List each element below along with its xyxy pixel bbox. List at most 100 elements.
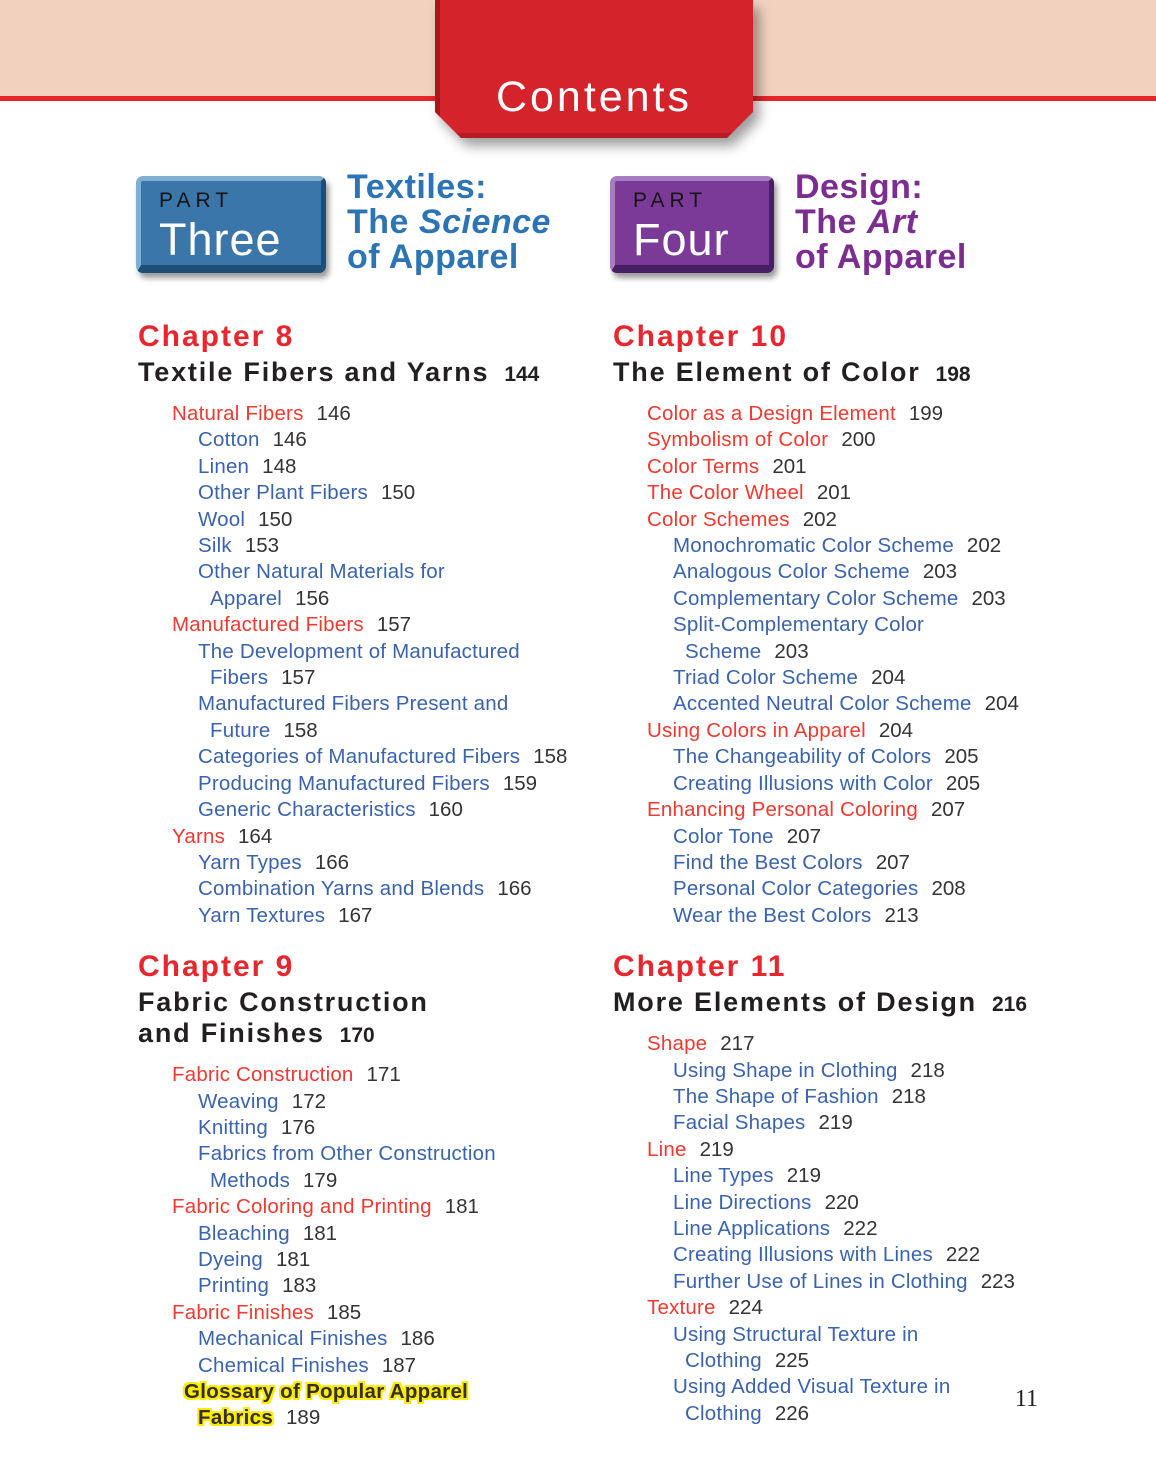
toc-entry-label: Bleaching [198, 1221, 290, 1245]
toc-entry-page: 204 [871, 666, 906, 690]
toc-entry-page: 166 [314, 850, 350, 874]
toc-entry-label: Cotton [198, 428, 260, 452]
toc-entry-label: Using Shape in Clothing [673, 1058, 898, 1082]
toc-entry-page: 202 [802, 507, 837, 531]
toc-entry-page: 157 [281, 666, 316, 690]
toc-entry: Accented Neutral Color Scheme 204 [613, 691, 1133, 717]
toc-entry-label: Glossary of Popular Apparel [184, 1380, 469, 1403]
toc-entry-page: 148 [262, 454, 297, 478]
toc-entry-page: 181 [444, 1195, 479, 1219]
toc-entry: Creating Illusions with Lines 222 [613, 1242, 1133, 1268]
toc-entry: Symbolism of Color 200 [613, 427, 1133, 453]
chapter-block: Chapter 10 The Element of Color 198 Color a… [613, 320, 1133, 929]
toc-entry-page: 172 [291, 1089, 327, 1113]
contents-tab: Contents [435, 0, 753, 138]
toc-entry-page: 158 [533, 745, 568, 769]
toc-entry-label: Combination Yarns and Blends [198, 877, 485, 901]
chapter-number: Chapter 10 [613, 320, 789, 353]
toc-entry-page: 219 [818, 1111, 853, 1135]
toc-entry: Scheme 203 [613, 639, 1133, 665]
toc-entry: Facial Shapes 219 [613, 1110, 1133, 1136]
chapter-number: Chapter 11 [613, 950, 787, 984]
toc-entry-label: Clothing [685, 1349, 762, 1372]
folio-page-number: 11 [1014, 1386, 1038, 1412]
toc-entry: Split-Complementary Color [613, 612, 1133, 638]
toc-entry-label: Line Applications [673, 1216, 831, 1240]
toc-entry-page: 213 [884, 903, 919, 927]
toc-entry-label: The Shape of Fashion [673, 1084, 879, 1108]
toc-entry-label: Fabrics from Other Construction [198, 1142, 496, 1166]
toc-entry-page: 146 [316, 402, 351, 425]
toc-entry-label: Symbolism of Color [647, 428, 829, 452]
chapter-block: Chapter 8 Textile Fibers and Yarns 144 Natu… [138, 320, 610, 929]
toc-entry: Clothing 225 [613, 1348, 1133, 1374]
toc-entry: Triad Color Scheme 204 [613, 665, 1133, 691]
toc-entry-page: 218 [910, 1058, 945, 1082]
toc-entry: Monochromatic Color Scheme 202 [613, 533, 1133, 559]
toc-entry-label: Enhancing Personal Coloring [647, 798, 918, 822]
toc-entry: Yarns 164 [138, 824, 610, 850]
toc-entry-page: 219 [699, 1137, 734, 1161]
toc-entry-label: Other Natural Materials for [198, 560, 445, 584]
toc-entry-label: Methods [210, 1168, 291, 1192]
toc-entry-page: 219 [786, 1164, 821, 1188]
toc-entry: Complementary Color Scheme 203 [613, 586, 1133, 612]
toc-entry: Using Structural Texture in [613, 1322, 1133, 1348]
toc-entry-page: 187 [381, 1353, 417, 1377]
toc-entry-page: 171 [366, 1063, 401, 1087]
toc-entry-page: 160 [428, 798, 463, 822]
toc-entry-label: Yarn Types [198, 850, 302, 874]
toc-entry-label: Texture [647, 1296, 716, 1320]
toc-entry-page: 179 [303, 1168, 338, 1192]
chapter-entries: Color as a Design Element 199 Symbolism of… [613, 401, 1133, 929]
toc-entry: Apparel 156 [138, 586, 610, 612]
toc-entry: The Color Wheel 201 [613, 480, 1133, 506]
toc-entry-label: Future [210, 718, 271, 742]
toc-entry: Fabric Coloring and Printing 181 [138, 1194, 610, 1220]
toc-entry-label: Categories of Manufactured Fibers [198, 745, 521, 769]
toc-entry-page: 156 [295, 586, 330, 610]
toc-entry: Weaving 172 [138, 1089, 610, 1115]
toc-entry-label: Generic Characteristics [198, 798, 416, 822]
toc-entry-label: Mechanical Finishes [198, 1327, 388, 1351]
toc-entry-label: Fabric Finishes [172, 1300, 314, 1324]
toc-entry: Wool 150 [138, 507, 610, 533]
toc-entry: Mechanical Finishes 186 [138, 1326, 610, 1352]
toc-entry-label: Color Tone [673, 824, 774, 848]
part-three-title: Textiles: The Science of Apparel [347, 170, 551, 275]
toc-entry-label: Yarn Textures [198, 903, 326, 927]
toc-entry-page: 205 [945, 771, 981, 795]
toc-entry-page: 208 [931, 877, 966, 901]
toc-entry: Fabric Construction 171 [138, 1062, 610, 1088]
toc-entry-page: 200 [841, 428, 876, 452]
toc-entry: Personal Color Categories 208 [613, 876, 1133, 902]
toc-entry: Natural Fibers 146 [138, 401, 610, 427]
toc-entry-page: 158 [283, 718, 318, 742]
toc-entry-label: Manufactured Fibers [172, 613, 364, 637]
toc-entry: Texture 224 [613, 1295, 1133, 1321]
toc-entry-label: Scheme [685, 639, 762, 663]
chapter-title: Fabric Construction [138, 987, 429, 1018]
chapter-title: and Finishes 170 [138, 1018, 375, 1049]
toc-entry: Future 158 [138, 718, 610, 744]
toc-entry-label: Split-Complementary Color [673, 613, 925, 637]
toc-entry-page: 222 [945, 1243, 981, 1267]
toc-entry: Printing 183 [138, 1273, 610, 1299]
toc-entry: Chemical Finishes 187 [138, 1353, 610, 1379]
toc-column-left: Chapter 8 Textile Fibers and Yarns 144 Natu… [138, 320, 610, 1453]
toc-entry-page: 150 [258, 507, 293, 531]
toc-entry-page: 224 [728, 1296, 763, 1320]
toc-entry: The Changeability of Colors 205 [613, 744, 1133, 770]
toc-entry: Combination Yarns and Blends 166 [138, 876, 610, 902]
toc-entry: Producing Manufactured Fibers 159 [138, 771, 610, 797]
toc-entry-label: Shape [647, 1032, 708, 1056]
toc-entry: Fabrics 189 [138, 1405, 610, 1431]
toc-entry: Enhancing Personal Coloring 207 [613, 797, 1133, 823]
part-four-box: PART Four [610, 176, 774, 273]
chapter-title: Textile Fibers and Yarns 144 [138, 357, 540, 387]
toc-entry: Line 219 [613, 1137, 1133, 1163]
toc-entry-page: 181 [276, 1247, 311, 1271]
toc-entry-label: Manufactured Fibers Present and [198, 692, 509, 716]
chapter-block: Chapter 11 More Elements of Design 216 Shap… [613, 950, 1133, 1427]
